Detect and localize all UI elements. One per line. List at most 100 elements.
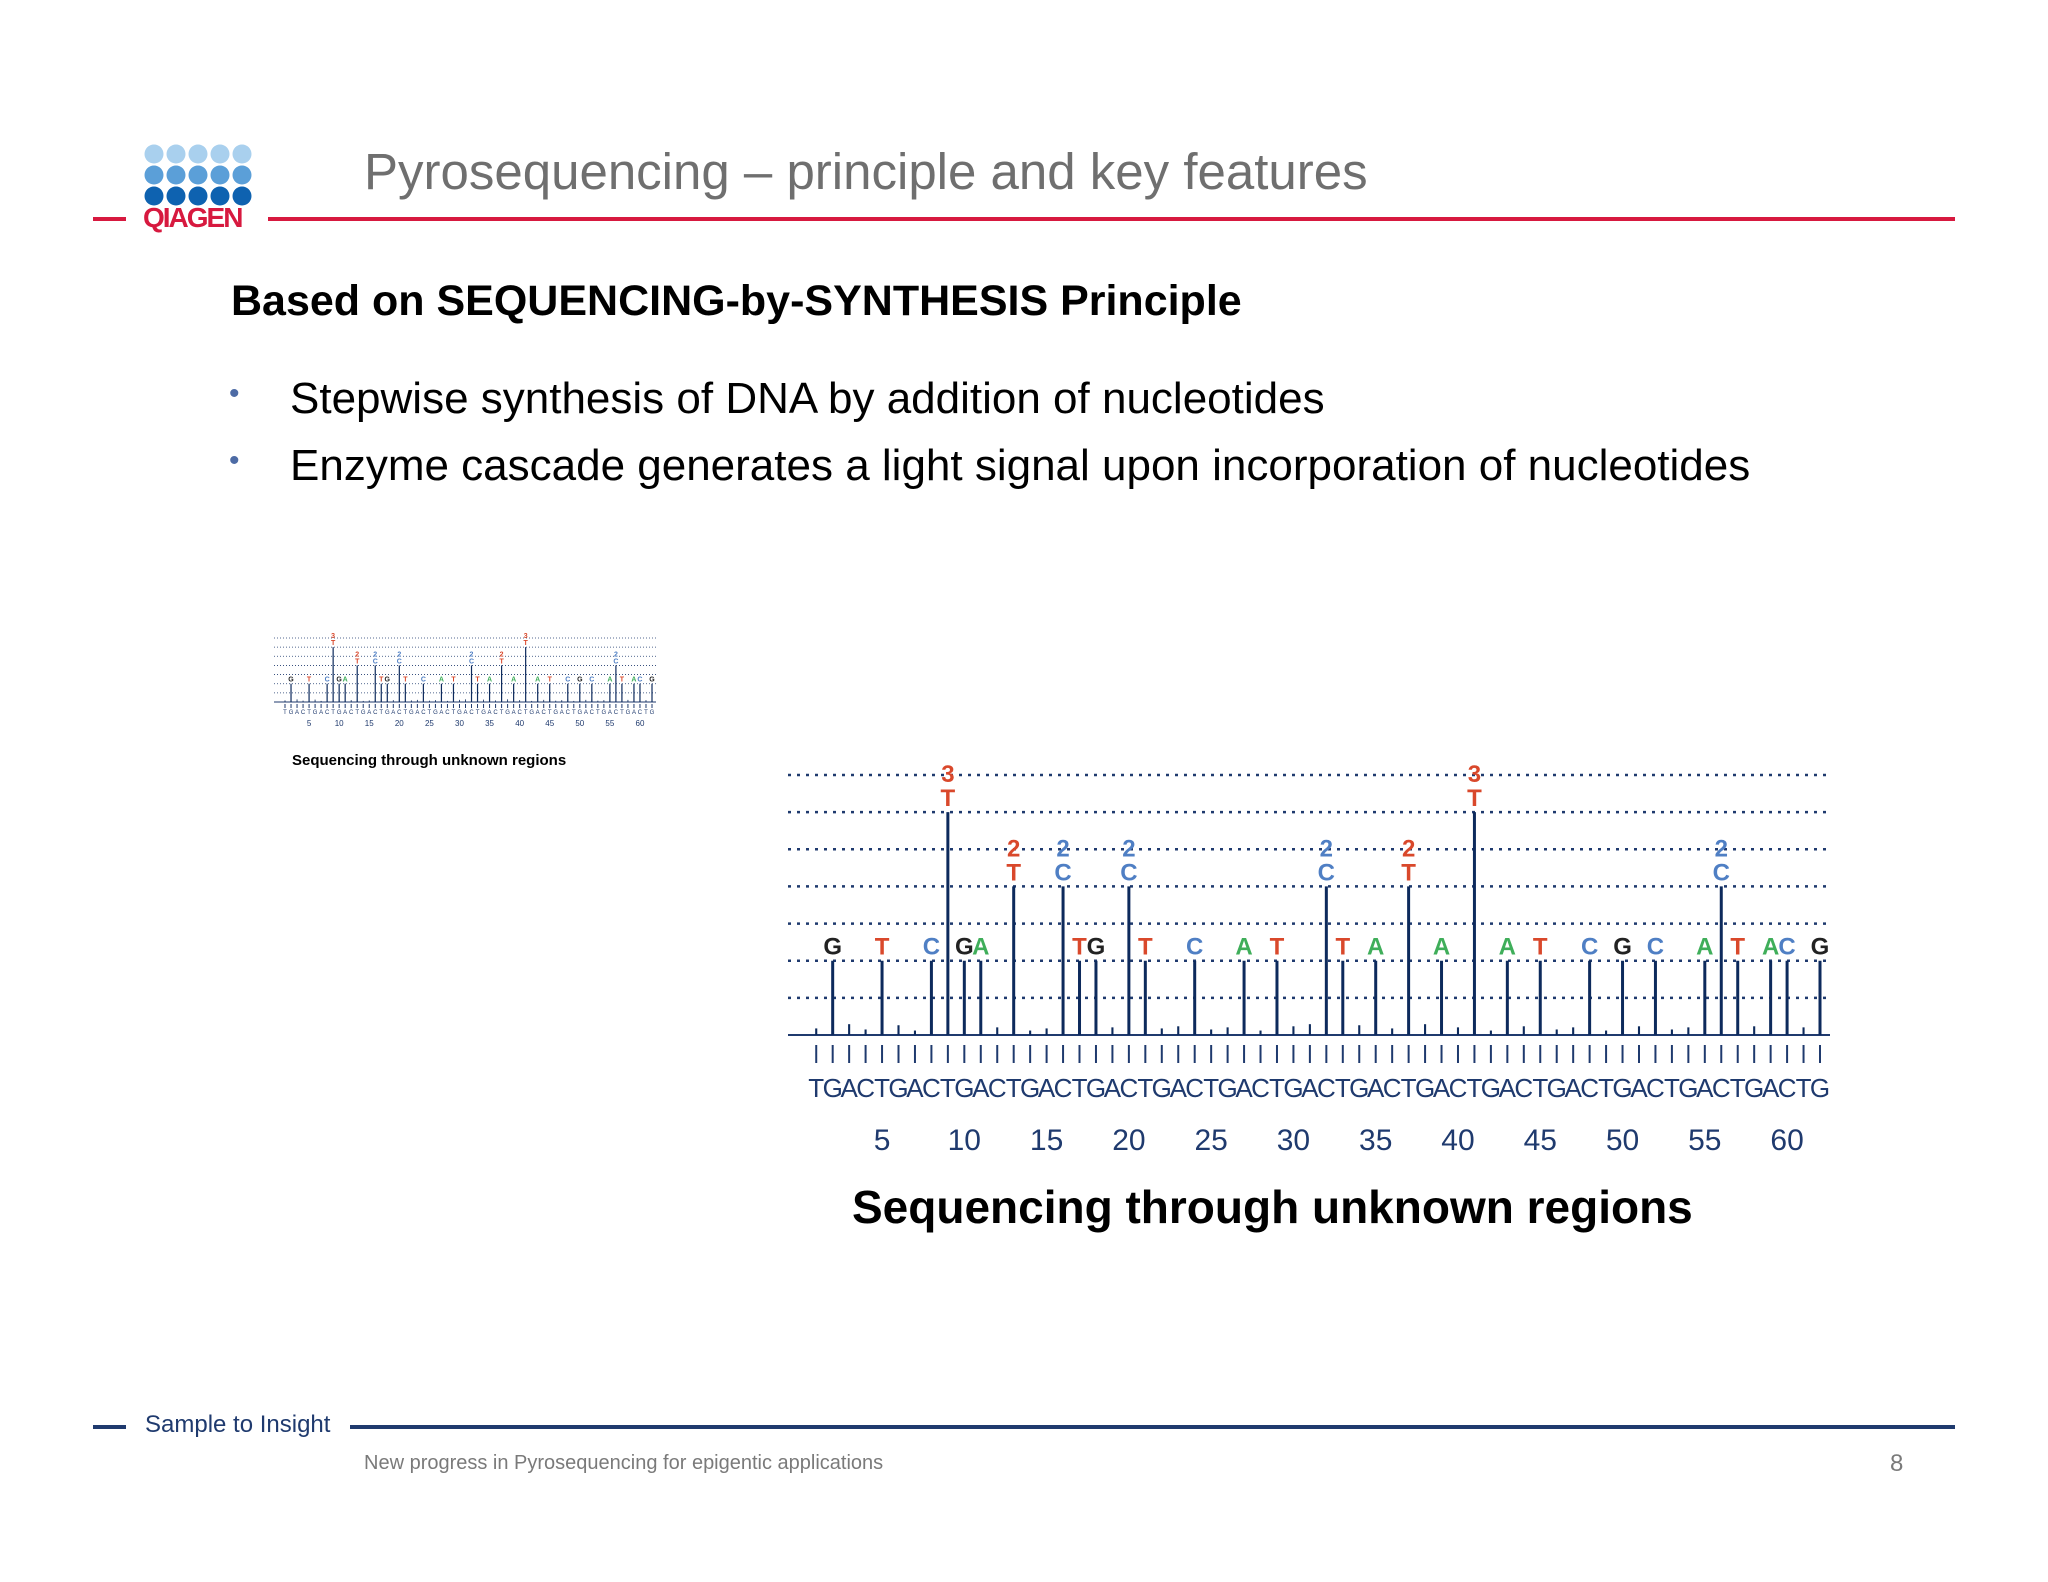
dispensation-letter: G [1547, 1073, 1567, 1103]
dispensation-letter: G [577, 710, 582, 716]
bullet-marker: • [229, 444, 240, 477]
peak-label: A [1696, 934, 1713, 961]
dispensation-letter: A [560, 710, 564, 716]
dispensation-letter: T [355, 710, 359, 716]
dispensation-letter: G [385, 710, 390, 716]
dispensation-letter: G [1152, 1073, 1172, 1103]
logo-dot [210, 186, 230, 206]
dispensation-letter: C [614, 710, 619, 716]
x-tick-label: 55 [1688, 1124, 1721, 1153]
peak-label: C [923, 934, 940, 961]
dispensation-letter: A [1630, 1073, 1648, 1103]
peak-count-label: 2 [1715, 835, 1728, 862]
dispensation-letter: T [808, 1073, 824, 1103]
peak-count-label: 3 [331, 633, 335, 640]
dispensation-letter: A [1301, 1073, 1319, 1103]
dispensation-letter: C [493, 710, 498, 716]
dispensation-letter: C [566, 710, 571, 716]
bullet-marker: • [229, 377, 240, 410]
dispensation-letter: G [553, 710, 558, 716]
dispensation-letter: T [1730, 1073, 1746, 1103]
dispensation-letter: G [457, 710, 462, 716]
x-tick-label: 60 [1770, 1124, 1803, 1153]
peak-label: C [1647, 934, 1664, 961]
dispensation-letter: T [476, 710, 480, 716]
dispensation-letter: C [638, 710, 643, 716]
peak-label: G [1087, 934, 1106, 961]
peak-label: T [1401, 859, 1416, 886]
dispensation-letter: T [379, 710, 383, 716]
dispensation-letter: C [1778, 1073, 1797, 1103]
dispensation-letter: T [307, 710, 311, 716]
x-tick-label: 35 [1359, 1124, 1392, 1153]
logo-dot [144, 165, 164, 185]
dispensation-letter: G [361, 710, 366, 716]
dispensation-letter: G [1349, 1073, 1369, 1103]
peak-label: A [535, 677, 540, 684]
dispensation-letter: G [650, 710, 655, 716]
peak-label: A [487, 677, 492, 684]
page-title: Pyrosequencing – principle and key featu… [364, 143, 1368, 200]
dispensation-letter: C [922, 1073, 941, 1103]
peak-count-label: 2 [614, 651, 618, 658]
peak-label: G [385, 677, 391, 684]
logo-dot [188, 186, 208, 206]
dispensation-letter: C [590, 710, 595, 716]
peak-label: A [972, 934, 989, 961]
dispensation-letter: T [1335, 1073, 1351, 1103]
dispensation-letter: A [391, 710, 395, 716]
dispensation-letter: A [536, 710, 540, 716]
logo-dot [166, 186, 186, 206]
x-tick-label: 40 [515, 719, 524, 728]
dispensation-letter: T [500, 710, 504, 716]
dispensation-letter: G [481, 710, 486, 716]
logo-dot [166, 144, 186, 164]
dispensation-letter: T [1598, 1073, 1614, 1103]
dispensation-letter: A [343, 710, 347, 716]
peak-label: A [1235, 934, 1252, 961]
dispensation-letter: G [1481, 1073, 1501, 1103]
dispensation-letter: T [283, 710, 287, 716]
peak-label: G [336, 677, 342, 684]
peak-count-label: 2 [355, 651, 359, 658]
peak-label: A [1762, 934, 1779, 961]
dispensation-letter: A [319, 710, 323, 716]
dispensation-letter: C [1449, 1073, 1468, 1103]
dispensation-letter: T [1401, 1073, 1417, 1103]
peak-label: T [1138, 934, 1153, 961]
peak-label: T [1072, 934, 1087, 961]
dispensation-letter: T [428, 710, 432, 716]
logo-dot [210, 144, 230, 164]
dispensation-letter: C [988, 1073, 1007, 1103]
peak-label: T [1730, 934, 1745, 961]
peak-count-label: 2 [1122, 835, 1135, 862]
peak-label: A [1499, 934, 1516, 961]
peak-label: T [379, 677, 384, 684]
peak-label: C [613, 658, 618, 665]
logo-dot [232, 186, 252, 206]
dispensation-letter: A [367, 710, 371, 716]
x-tick-label: 25 [425, 719, 434, 728]
peak-count-label: 2 [470, 651, 474, 658]
header-rule-right [268, 217, 1955, 221]
logo-dot [166, 165, 186, 185]
bullet-text-1: Stepwise synthesis of DNA by addition of… [290, 374, 1325, 423]
dispensation-letter: A [1367, 1073, 1385, 1103]
bullet-text-2: Enzyme cascade generates a light signal … [290, 441, 1751, 490]
peak-label: T [331, 640, 336, 647]
dispensation-letter: G [337, 710, 342, 716]
peak-label: T [403, 677, 408, 684]
peak-label: C [1318, 859, 1335, 886]
peak-label: A [631, 677, 636, 684]
dispensation-letter: G [602, 710, 607, 716]
dispensation-letter: A [584, 710, 588, 716]
logo-dot [232, 144, 252, 164]
dispensation-letter: G [1086, 1073, 1106, 1103]
dispensation-letter: G [529, 710, 534, 716]
dispensation-letter: A [1170, 1073, 1188, 1103]
x-tick-label: 15 [365, 719, 374, 728]
peak-count-label: 2 [397, 651, 401, 658]
dispensation-letter: G [433, 710, 438, 716]
peak-label: C [565, 677, 570, 684]
